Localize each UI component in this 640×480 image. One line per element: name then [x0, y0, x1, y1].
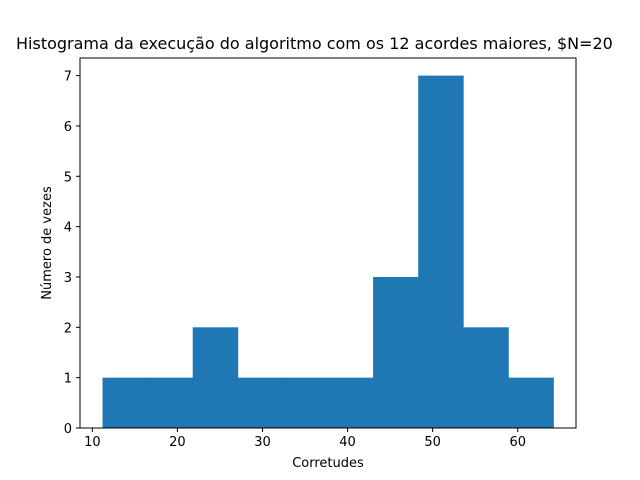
x-axis-ticks: 10 20 30 40 50 60	[84, 428, 526, 450]
x-tick-label-5: 60	[509, 435, 526, 450]
x-tick-label-3: 40	[339, 435, 356, 450]
bars-group	[102, 75, 554, 428]
y-tick-label-1: 1	[64, 372, 72, 387]
histogram-bar-7	[418, 75, 464, 428]
histogram-bar-1	[147, 377, 194, 428]
histogram-bar-0	[102, 377, 149, 428]
y-tick-label-7: 7	[64, 70, 72, 85]
histogram-bar-2	[192, 327, 239, 428]
y-axis-ticks: 0 1 2 3 4 5 6 7	[64, 70, 80, 437]
y-tick-label-3: 3	[64, 271, 72, 286]
histogram-bar-6	[373, 276, 419, 428]
histogram-bar-4	[282, 377, 329, 428]
y-tick-label-4: 4	[64, 221, 72, 236]
x-tick-label-0: 10	[84, 435, 101, 450]
x-tick-label-1: 20	[169, 435, 186, 450]
x-tick-label-2: 30	[254, 435, 271, 450]
x-tick-label-4: 50	[424, 435, 441, 450]
y-tick-label-0: 0	[64, 422, 72, 437]
histogram-bar-9	[508, 377, 554, 428]
histogram-bar-3	[237, 377, 284, 428]
x-axis-label: Corretudes	[292, 456, 364, 471]
histogram-bar-5	[328, 377, 374, 428]
y-tick-label-5: 5	[64, 170, 72, 185]
axes-frame	[79, 57, 577, 429]
chart-title: Histograma da execução do algoritmo com …	[16, 34, 613, 53]
y-axis-label: Número de vezes	[40, 186, 55, 300]
histogram-bar-8	[463, 327, 509, 428]
y-tick-label-6: 6	[64, 120, 72, 135]
y-tick-label-2: 2	[64, 321, 72, 336]
